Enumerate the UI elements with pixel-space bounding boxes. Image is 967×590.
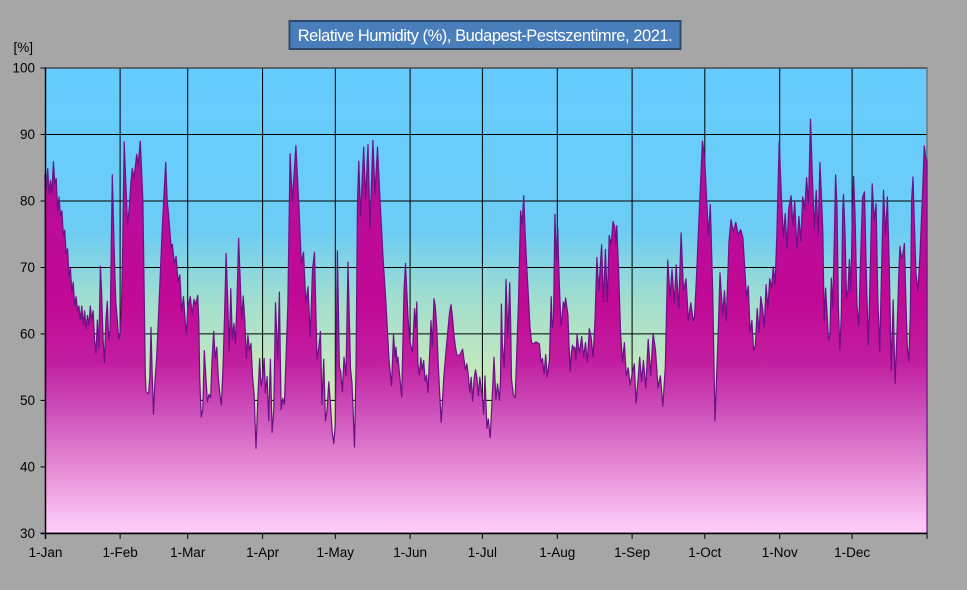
svg-text:40: 40 xyxy=(20,459,35,474)
svg-text:1-Sep: 1-Sep xyxy=(614,545,650,560)
svg-text:50: 50 xyxy=(20,393,35,408)
svg-text:1-May: 1-May xyxy=(317,545,355,560)
svg-text:1-Jun: 1-Jun xyxy=(393,545,427,560)
svg-text:[%]: [%] xyxy=(13,40,33,55)
svg-text:1-Oct: 1-Oct xyxy=(688,545,721,560)
svg-text:1-Aug: 1-Aug xyxy=(539,545,575,560)
svg-text:70: 70 xyxy=(20,260,35,275)
svg-text:90: 90 xyxy=(20,127,35,142)
svg-text:80: 80 xyxy=(20,194,35,209)
svg-text:30: 30 xyxy=(20,526,35,541)
svg-text:1-Nov: 1-Nov xyxy=(762,545,798,560)
svg-text:1-Dec: 1-Dec xyxy=(834,545,870,560)
svg-text:Relative Humidity (%), Budapes: Relative Humidity (%), Budapest-Pestszen… xyxy=(298,27,673,45)
svg-text:1-Apr: 1-Apr xyxy=(246,545,280,560)
svg-text:1-Feb: 1-Feb xyxy=(102,545,137,560)
svg-text:1-Mar: 1-Mar xyxy=(170,545,206,560)
svg-text:1-Jul: 1-Jul xyxy=(468,545,497,560)
svg-text:100: 100 xyxy=(12,61,35,76)
svg-text:1-Jan: 1-Jan xyxy=(29,545,63,560)
svg-text:60: 60 xyxy=(20,326,35,341)
